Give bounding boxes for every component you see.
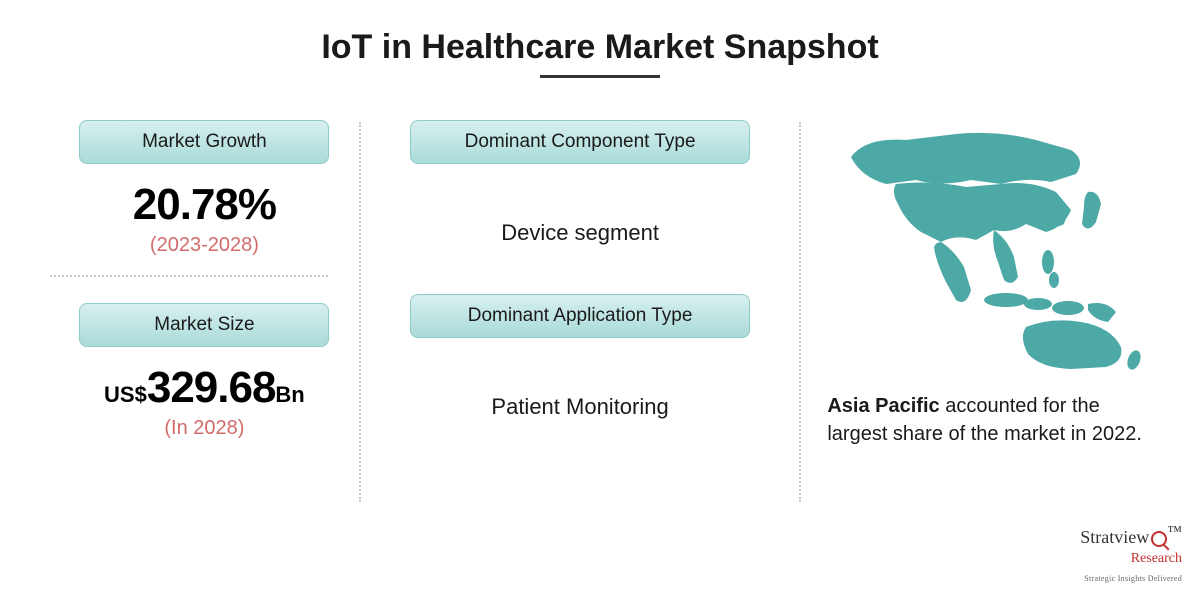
region-caption: Asia Pacific accounted for the largest s…	[821, 392, 1170, 448]
market-growth-period: (2023-2028)	[50, 234, 359, 257]
market-growth-value: 20.78%	[50, 180, 359, 230]
currency-prefix: US$	[104, 382, 147, 407]
logo-sub: Strategic Insights Delivered	[1084, 574, 1182, 583]
page-title: IoT in Healthcare Market Snapshot	[0, 28, 1200, 67]
application-type-value: Patient Monitoring	[391, 394, 770, 420]
market-size-label: Market Size	[79, 303, 329, 347]
title-underline	[540, 75, 660, 78]
logo-line2: Research	[1131, 551, 1182, 566]
region-name: Asia Pacific	[827, 395, 939, 417]
unit-suffix: Bn	[275, 382, 304, 407]
application-type-label: Dominant Application Type	[410, 294, 750, 338]
logo-line1: Stratview	[1080, 527, 1149, 547]
market-size-period: (In 2028)	[50, 417, 359, 440]
right-column: Asia Pacific accounted for the largest s…	[801, 112, 1170, 552]
asia-pacific-map-icon	[836, 122, 1156, 372]
market-size-value-line: US$329.68Bn	[50, 363, 359, 413]
magnifier-icon	[1151, 531, 1167, 547]
left-column: Market Growth 20.78% (2023-2028) Market …	[50, 112, 359, 552]
component-type-label: Dominant Component Type	[410, 120, 750, 164]
horizontal-divider	[50, 275, 328, 277]
logo-tm: ™	[1167, 524, 1182, 540]
market-size-value: 329.68	[147, 363, 276, 412]
brand-logo: Stratview ™ Research Strategic Insights D…	[1080, 525, 1182, 584]
title-block: IoT in Healthcare Market Snapshot	[0, 0, 1200, 92]
middle-column: Dominant Component Type Device segment D…	[361, 112, 800, 552]
market-growth-label: Market Growth	[79, 120, 329, 164]
component-type-value: Device segment	[391, 220, 770, 246]
content-grid: Market Growth 20.78% (2023-2028) Market …	[0, 92, 1200, 552]
